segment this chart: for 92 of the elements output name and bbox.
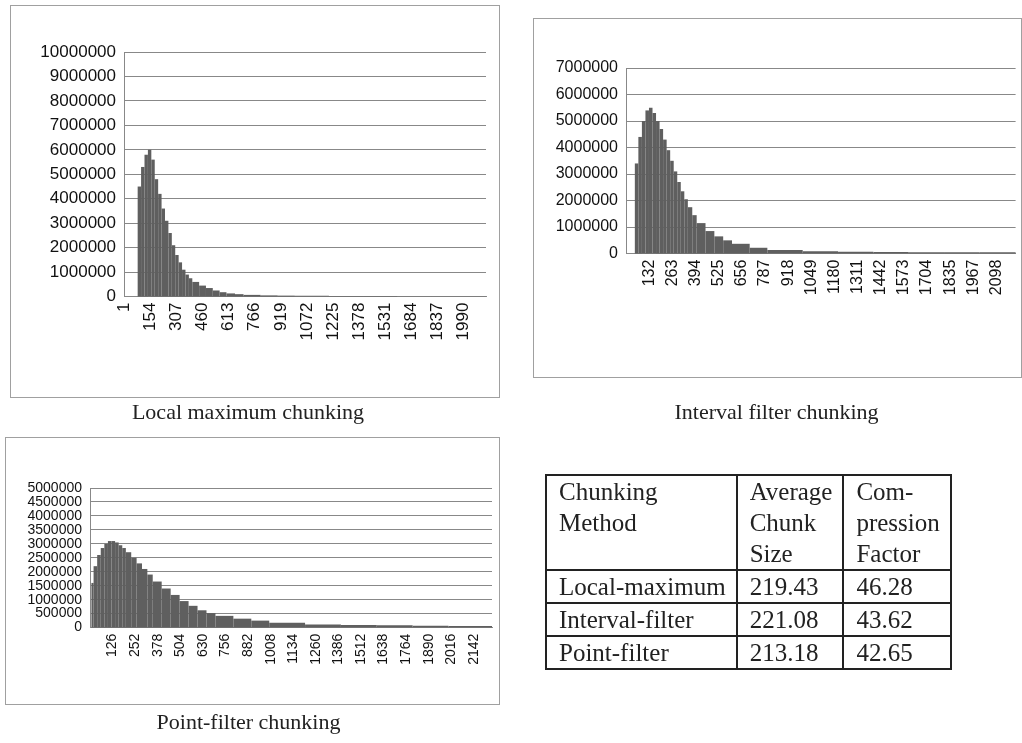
x-tick-label: 1990 [453, 302, 473, 341]
y-tick-label: 4000000 [49, 188, 116, 208]
y-tick-label: 8000000 [49, 90, 116, 110]
y-tick-label: 3000000 [555, 164, 619, 182]
text: Interval filter chunking [674, 398, 879, 424]
y-tick-label: 5000000 [49, 163, 116, 183]
x-tick-label: 756 [216, 633, 233, 657]
x-tick-label: 132 [639, 259, 657, 287]
x-tick-label: 787 [755, 259, 773, 287]
x-tick-label: 307 [166, 302, 186, 331]
x-tick-label: 2098 [987, 259, 1005, 296]
x-tick-label: 1260 [306, 633, 323, 665]
x-tick-label: 1573 [894, 259, 912, 296]
x-tick-label: 126 [103, 633, 120, 657]
x-tick-label: 1311 [848, 259, 866, 295]
x-tick-label: 1 [113, 302, 133, 313]
x-tick-label: 1835 [940, 259, 958, 296]
x-tick-label: 154 [139, 302, 159, 331]
x-tick-label: 2016 [442, 633, 459, 665]
x-tick-label: 613 [218, 302, 238, 331]
y-tick-label: 7000000 [49, 115, 116, 135]
x-tick-label: 378 [148, 633, 165, 657]
y-tick-label: 1000000 [555, 217, 619, 235]
text: 213.18 [749, 639, 819, 666]
x-tick-label: 1531 [375, 302, 395, 341]
x-tick-label: 1008 [261, 633, 278, 665]
category-label: Local-maximum [559, 573, 726, 600]
x-tick-label: 1049 [801, 259, 819, 296]
x-tick-label: 1890 [419, 633, 436, 665]
y-tick-label: 3000000 [49, 212, 116, 232]
text: Local maximum chunking [131, 398, 365, 424]
category-label: Average Chunk Size [736, 475, 844, 570]
x-tick-label: 1072 [296, 302, 316, 341]
x-tick-label: 1134 [284, 633, 301, 664]
y-tick-label: 2000000 [555, 190, 619, 208]
text: 219.43 [749, 573, 819, 600]
x-tick-label: 394 [686, 259, 704, 287]
y-tick-label: 10000000 [40, 41, 116, 61]
y-tick-label: 2000000 [27, 562, 83, 579]
category-label: Interval-filter [559, 606, 694, 633]
x-tick-label: 1704 [917, 259, 935, 296]
category-label: Com- pression Factor [843, 475, 951, 570]
x-tick-label: 1837 [427, 302, 447, 341]
y-tick-label: 2000000 [49, 237, 116, 257]
text: 43.62 [856, 606, 913, 633]
y-tick-label: 1000000 [49, 261, 116, 281]
text: Point-filter chunking [156, 708, 341, 734]
x-tick-label: 1378 [348, 302, 368, 341]
x-tick-label: 766 [244, 302, 264, 331]
y-tick-label: 500000 [35, 604, 83, 621]
y-tick-label: 0 [74, 618, 83, 635]
x-tick-label: 1638 [374, 633, 391, 665]
text: 42.65 [856, 639, 913, 666]
x-tick-label: 504 [171, 633, 188, 657]
x-tick-label: 1512 [351, 633, 368, 665]
y-tick-label: 6000000 [49, 139, 116, 159]
x-tick-label: 1225 [322, 302, 342, 341]
y-tick-label: 0 [106, 286, 116, 306]
y-tick-label: 3000000 [27, 534, 83, 551]
y-tick-label: 3500000 [27, 520, 83, 537]
y-tick-label: 2500000 [27, 548, 83, 565]
y-tick-label: 1500000 [27, 576, 83, 593]
x-tick-label: 263 [662, 259, 680, 287]
category-label: Point-filter [559, 639, 669, 666]
y-tick-label: 0 [609, 244, 619, 262]
x-tick-label: 1684 [401, 302, 421, 341]
x-tick-label: 252 [126, 633, 143, 657]
x-tick-label: 882 [238, 633, 255, 657]
x-tick-label: 525 [709, 259, 727, 287]
y-tick-label: 4000000 [27, 506, 83, 523]
y-tick-label: 7000000 [555, 58, 619, 76]
y-tick-label: 5000000 [27, 478, 83, 495]
text: 46.28 [856, 573, 913, 600]
x-tick-label: 1764 [397, 633, 414, 665]
x-tick-label: 656 [732, 259, 750, 287]
y-tick-label: 5000000 [555, 111, 619, 129]
y-tick-label: 9000000 [49, 66, 116, 86]
x-tick-label: 1180 [824, 259, 842, 295]
x-tick-label: 918 [778, 259, 796, 287]
x-tick-label: 1386 [329, 633, 346, 665]
x-tick-label: 2142 [464, 633, 481, 665]
text: 221.08 [749, 606, 819, 633]
y-tick-label: 4000000 [555, 137, 619, 155]
x-tick-label: 1442 [871, 259, 889, 296]
y-tick-label: 6000000 [555, 84, 619, 102]
y-tick-label: 1000000 [27, 590, 83, 607]
y-tick-label: 4500000 [27, 492, 83, 509]
x-tick-label: 1967 [963, 259, 981, 296]
text: Chunking Method [546, 475, 737, 570]
x-tick-label: 630 [193, 633, 210, 657]
x-tick-label: 460 [192, 302, 212, 331]
x-tick-label: 919 [270, 302, 290, 331]
